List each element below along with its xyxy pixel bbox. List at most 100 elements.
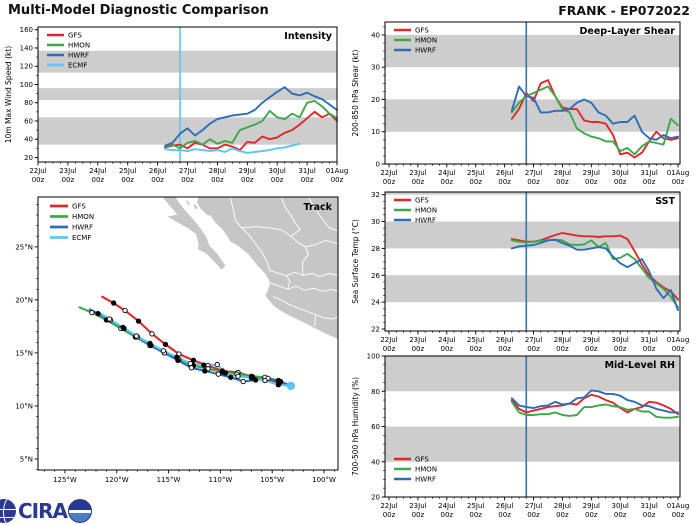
- shear-ytick-label: 30: [371, 64, 380, 72]
- state-border-line: [286, 275, 291, 290]
- track-lon-label: 120°W: [105, 476, 129, 484]
- intensity-xtick-day: 27Jul: [179, 167, 196, 175]
- sst-ytick-label: 22: [371, 325, 380, 333]
- track-position-marker: [106, 316, 113, 322]
- intensity-legend: GFS HMON HWRF ECMF: [47, 32, 90, 70]
- legend-label-hwrf: HWRF: [415, 217, 436, 225]
- rh-xtick-day: 26Jul: [496, 502, 513, 510]
- shear-xtick-hour: 00z: [585, 178, 598, 186]
- track-position-marker: [202, 368, 208, 374]
- legend-label-hwrf: HWRF: [415, 47, 436, 55]
- shear-xtick-day: 27Jul: [525, 169, 542, 177]
- sst-xtick-hour: 00z: [498, 345, 511, 353]
- intensity-shaded-band: [38, 88, 337, 100]
- legend-label-hwrf: HWRF: [415, 476, 436, 484]
- track-position-marker: [187, 360, 193, 367]
- track-lat-label: 20°N: [15, 296, 33, 304]
- baja-peninsula-shape: [162, 197, 226, 270]
- intensity-xtick-day: 29Jul: [239, 167, 256, 175]
- mexico-mainland-shape: [197, 197, 338, 340]
- rh-xtick-day: 31Jul: [640, 502, 657, 510]
- track-position-marker: [162, 341, 169, 348]
- shear-xtick-day: 28Jul: [554, 169, 571, 177]
- intensity-xtick-hour: 00z: [62, 176, 75, 184]
- storm-current-position-marker: [286, 381, 296, 390]
- intensity-xtick-hour: 00z: [121, 176, 134, 184]
- shear-frame: [384, 21, 681, 165]
- shear-xtick-day: 01Aug: [667, 169, 690, 177]
- rh-xtick-day: 27Jul: [525, 502, 542, 510]
- shear-xtick-hour: 00z: [614, 178, 627, 186]
- intensity-series-ecmf: [164, 142, 301, 154]
- rh-xtick-day: 25Jul: [467, 502, 484, 510]
- sst-xtick-day: 26Jul: [496, 336, 513, 344]
- shear-xtick-hour: 00z: [441, 178, 454, 186]
- intensity-xtick-hour: 00z: [181, 176, 194, 184]
- intensity-xtick-day: 30Jul: [269, 167, 286, 175]
- intensity-ytick-label: 20: [24, 154, 33, 162]
- track-position-marker: [275, 382, 282, 388]
- rh-xtick-day: 29Jul: [583, 502, 600, 510]
- sst-xtick-hour: 00z: [441, 345, 454, 353]
- intensity-xtick-hour: 00z: [331, 176, 344, 184]
- sst-xtick-hour: 00z: [383, 345, 396, 353]
- track-position-marker: [110, 300, 117, 306]
- shear-legend: GFS HMON HWRF: [394, 27, 437, 55]
- track-lon-label: 100°W: [312, 476, 336, 484]
- shear-ytick-label: 20: [371, 96, 380, 104]
- track-position-marker: [147, 340, 153, 347]
- sst-xtick-hour: 00z: [585, 345, 598, 353]
- sst-xtick-hour: 00z: [556, 345, 569, 353]
- intensity-xtick-hour: 00z: [211, 176, 224, 184]
- panel-sst: 22242628303222Jul00z23Jul00z24Jul00z25Ju…: [351, 191, 689, 353]
- shear-xtick-day: 24Jul: [438, 169, 455, 177]
- sst-xtick-day: 29Jul: [583, 336, 600, 344]
- intensity-ytick-label: 120: [20, 63, 33, 71]
- track-lat-label: 5°N: [20, 455, 33, 463]
- state-border-line: [241, 226, 338, 248]
- intensity-xtick-day: 24Jul: [89, 167, 106, 175]
- shear-xtick-day: 22Jul: [380, 169, 397, 177]
- shear-xtick-day: 26Jul: [496, 169, 513, 177]
- shear-series-hmon: [510, 85, 679, 156]
- legend-label-hmon: HMON: [415, 37, 437, 45]
- sst-xtick-day: 01Aug: [667, 336, 690, 344]
- sst-xtick-hour: 00z: [614, 345, 627, 353]
- sst-shaded-band: [385, 275, 680, 303]
- state-border-line: [241, 227, 271, 271]
- shear-xtick-hour: 00z: [556, 178, 569, 186]
- intensity-xtick-hour: 00z: [271, 176, 284, 184]
- sst-xtick-day: 28Jul: [554, 336, 571, 344]
- intensity-ytick-label: 160: [20, 26, 33, 34]
- shear-shaded-band: [385, 99, 680, 132]
- rh-xtick-hour: 00z: [383, 511, 396, 519]
- shear-xtick-day: 23Jul: [409, 169, 426, 177]
- sst-ytick-label: 32: [371, 191, 380, 199]
- page-title: Multi-Model Diagnostic Comparison: [8, 3, 269, 18]
- track-position-marker: [235, 373, 241, 379]
- intensity-ylabel: 10m Max Wind Speed (kt): [4, 46, 13, 143]
- track-lat-label: 15°N: [15, 349, 33, 357]
- rh-xtick-hour: 00z: [672, 511, 685, 519]
- intensity-shaded-band: [38, 50, 337, 73]
- sst-xtick-hour: 00z: [672, 345, 685, 353]
- rh-shaded-band: [385, 356, 680, 392]
- state-border-line: [229, 197, 242, 229]
- rh-xtick-hour: 00z: [498, 511, 511, 519]
- state-border-line: [273, 296, 338, 320]
- sst-xtick-hour: 00z: [469, 345, 482, 353]
- intensity-series-gfs: [164, 110, 338, 152]
- shear-xtick-day: 29Jul: [583, 169, 600, 177]
- track-position-marker: [95, 311, 101, 317]
- legend-label-ecmf: ECMF: [72, 234, 91, 242]
- state-border-line: [314, 314, 317, 327]
- track-position-marker: [120, 324, 126, 331]
- intensity-xtick-hour: 00z: [241, 176, 254, 184]
- sst-xtick-hour: 00z: [527, 345, 540, 353]
- panel-track: 125°W 120°W 115°W 110°W 105°W 100°W 5°N 10°N 15°…: [15, 196, 339, 484]
- track-lon-label: 110°W: [208, 476, 232, 484]
- rh-xtick-day: 28Jul: [554, 502, 571, 510]
- cira-logo: CIRA: [0, 497, 92, 525]
- legend-label-hmon: HMON: [68, 42, 90, 50]
- shear-xtick-day: 30Jul: [612, 169, 629, 177]
